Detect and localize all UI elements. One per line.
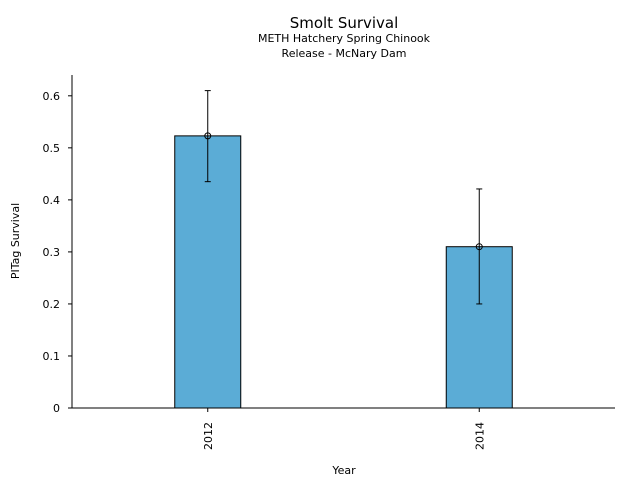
x-tick-label: 2012 (202, 422, 215, 450)
y-axis-label: PITag Survival (9, 203, 22, 279)
x-tick-label: 2014 (473, 422, 486, 450)
point-marker-2012 (204, 132, 212, 140)
y-tick-label: 0.3 (43, 246, 61, 259)
chart-subtitle-line-1: METH Hatchery Spring Chinook (258, 32, 431, 45)
chart-title: Smolt Survival (290, 14, 399, 32)
x-axis-label: Year (331, 464, 356, 477)
chart-subtitle-line-2: Release - McNary Dam (282, 47, 407, 60)
y-tick-label: 0.5 (43, 142, 61, 155)
y-tick-label: 0.4 (43, 194, 61, 207)
y-tick-label: 0.6 (43, 90, 61, 103)
y-tick-label: 0.2 (43, 298, 61, 311)
plot-area: 0 0.1 0.2 0.3 0.4 0.5 0.6 2012 2014 (43, 75, 615, 450)
y-tick-label: 0.1 (43, 350, 61, 363)
point-marker-2014 (475, 243, 483, 251)
y-tick-label: 0 (53, 402, 60, 415)
